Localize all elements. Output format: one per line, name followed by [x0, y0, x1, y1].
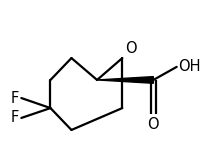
Text: O: O: [147, 117, 159, 132]
Text: O: O: [125, 41, 136, 56]
Polygon shape: [97, 77, 153, 83]
Text: F: F: [10, 111, 18, 125]
Text: F: F: [10, 91, 18, 105]
Text: OH: OH: [179, 59, 201, 74]
